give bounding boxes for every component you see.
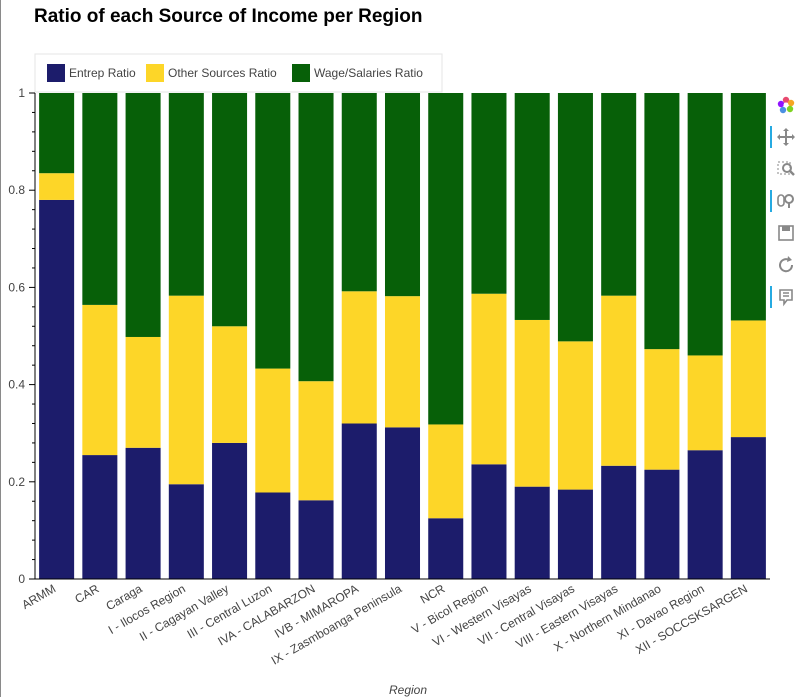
bar-segment-2-14 [644,93,680,350]
hover-tool-button[interactable] [770,284,796,310]
bars-group [39,93,766,580]
wheel-zoom-tool-icon [777,194,794,208]
x-tick-label: ARMM [19,581,58,611]
bar-segment-0-1 [82,455,118,579]
bar-segment-2-16 [730,93,766,321]
legend-label: Other Sources Ratio [168,66,277,80]
reset-tool-icon [779,256,794,273]
y-tick-label: 0.2 [8,475,25,489]
bar-segment-0-16 [730,437,766,579]
box-zoom-tool-icon [777,161,795,176]
bar-segment-2-7 [341,93,377,292]
bar-segment-1-9 [428,424,464,519]
bar-segment-0-12 [557,489,593,579]
save-tool-button[interactable] [770,220,796,246]
bar-segment-1-12 [557,341,593,490]
bar-segment-1-3 [168,295,204,485]
bar-segment-1-7 [341,291,377,424]
legend-label: Wage/Salaries Ratio [314,66,423,80]
bar-segment-2-11 [514,93,550,320]
toolbar [770,92,796,316]
save-tool-icon [778,225,794,241]
bar-segment-0-7 [341,423,377,579]
bar-segment-2-13 [601,93,637,296]
bar-segment-1-13 [601,295,637,466]
bar-segment-1-0 [39,173,75,200]
bar-segment-0-14 [644,469,680,579]
pan-tool-icon [777,128,795,146]
legend-box [34,53,443,93]
bar-segment-0-9 [428,518,464,579]
legend-swatch [47,64,65,82]
bar-segment-2-2 [125,93,161,337]
bar-segment-2-4 [212,93,248,327]
legend-swatch [146,64,164,82]
bar-segment-1-8 [384,296,421,428]
bar-segment-0-2 [125,447,161,579]
bar-segment-2-0 [39,93,75,174]
bar-segment-0-6 [298,500,334,579]
bar-segment-2-5 [255,93,291,369]
y-tick-label: 1 [18,86,25,100]
bar-segment-0-11 [514,486,550,579]
bar-segment-1-4 [212,326,248,443]
bar-segment-0-10 [471,464,507,579]
bar-segment-0-0 [39,199,75,580]
bar-segment-2-9 [428,93,464,425]
bar-segment-0-13 [601,465,637,579]
box-zoom-tool-button[interactable] [770,156,796,182]
bar-segment-0-5 [255,492,291,579]
bar-segment-2-3 [168,93,204,296]
frame-border [0,0,1,697]
reset-tool-button[interactable] [770,252,796,278]
bar-segment-1-10 [471,293,507,465]
y-tick-label: 0 [18,572,25,586]
bar-segment-2-12 [557,93,593,342]
bar-segment-2-1 [82,93,118,305]
pan-tool-button[interactable] [770,124,796,150]
chart-title: Ratio of each Source of Income per Regio… [34,6,423,27]
y-tick-label: 0.8 [8,183,25,197]
y-tick-label: 0.4 [8,378,25,392]
bar-segment-1-14 [644,349,680,470]
bar-segment-0-3 [168,484,204,579]
x-axis-title: Region [389,683,427,697]
bar-segment-1-5 [255,368,291,493]
bokeh-logo-icon[interactable] [770,92,796,118]
bar-segment-1-16 [730,320,766,438]
bar-segment-0-4 [212,442,248,579]
legend-label: Entrep Ratio [69,66,136,80]
bar-segment-1-6 [298,381,334,501]
hover-tool-icon [779,289,793,307]
y-tick-label: 0.6 [8,280,25,294]
legend: Entrep Ratio Other Sources Ratio Wage/Sala… [34,53,443,93]
bar-segment-1-11 [514,319,550,487]
bar-segment-0-8 [384,427,421,579]
bar-segment-0-15 [687,450,723,579]
x-tick-label: NCR [418,581,448,606]
wheel-zoom-tool-button[interactable] [770,188,796,214]
bar-segment-1-15 [687,355,723,451]
bar-segment-1-2 [125,336,161,448]
bar-segment-2-6 [298,93,334,382]
bar-segment-1-1 [82,304,118,456]
legend-swatch [292,64,310,82]
x-tick-label: CAR [72,581,101,606]
bar-segment-2-10 [471,93,507,294]
bar-segment-2-8 [384,93,421,297]
bar-segment-2-15 [687,93,723,356]
y-axis: 0 0.2 0.4 0.6 0.8 1 [8,86,36,586]
